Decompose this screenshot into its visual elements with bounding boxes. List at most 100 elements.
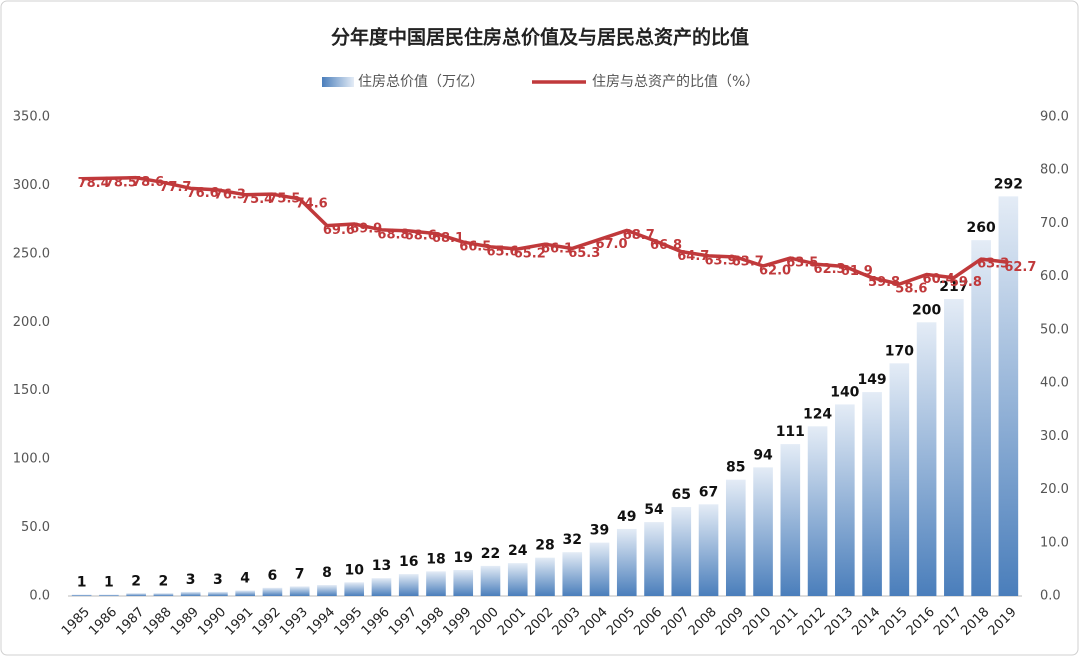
bar: [453, 569, 474, 596]
line-value-label: 58.6: [895, 282, 927, 297]
y2-tick-label: 50.0: [1040, 322, 1069, 337]
line-value-label: 65.2: [514, 246, 546, 261]
bar: [153, 593, 174, 596]
line-value-label: 69.9: [350, 221, 382, 236]
line-value-label: 62.7: [1004, 260, 1036, 275]
bar-value-label: 1: [77, 575, 87, 591]
bar-value-label: 16: [399, 554, 418, 570]
bar: [535, 557, 555, 596]
y2-tick-label: 70.0: [1040, 216, 1069, 231]
line-value-label: 62.3: [814, 262, 846, 277]
bar-value-label: 217: [939, 279, 968, 295]
line-value-label: 66.8: [650, 238, 682, 253]
bar: [780, 444, 801, 596]
line-value-label: 68.7: [623, 228, 655, 243]
bar-value-label: 200: [912, 302, 941, 318]
line-value-label: 60.4: [923, 272, 955, 287]
line-value-label: 78.5: [105, 176, 137, 191]
bar: [99, 594, 119, 596]
legend-swatch: [322, 77, 354, 87]
line-value-label: 64.7: [677, 249, 709, 264]
bar-value-label: 19: [453, 550, 472, 566]
y2-tick-label: 90.0: [1040, 110, 1069, 125]
bar-value-label: 124: [803, 406, 832, 422]
bar-value-label: 65: [672, 487, 691, 503]
y2-tick-label: 20.0: [1040, 482, 1069, 497]
bar-value-label: 49: [617, 509, 636, 525]
line-value-label: 76.3: [214, 187, 246, 202]
chart-title: 分年度中国居民住房总价值及与居民总资产的比值: [331, 26, 749, 49]
y-tick-label: 50.0: [21, 520, 50, 535]
bar: [944, 299, 964, 596]
line-value-label: 59.8: [950, 275, 982, 290]
bar-value-label: 28: [535, 538, 554, 554]
y-tick-label: 200.0: [13, 315, 50, 330]
legend-label: 住房与总资产的比值（%）: [592, 74, 759, 90]
line-value-label: 78.6: [132, 175, 164, 190]
line-value-label: 77.7: [159, 180, 191, 195]
bar: [998, 196, 1019, 596]
bar-value-label: 170: [885, 343, 914, 359]
bar-value-label: 39: [590, 523, 609, 539]
line-value-label: 65.3: [568, 246, 600, 261]
bar-value-label: 18: [426, 551, 445, 567]
bar: [889, 363, 910, 596]
y-tick-label: 150.0: [13, 383, 50, 398]
bar: [126, 593, 146, 596]
line-value-label: 69.6: [323, 223, 355, 238]
bar-value-label: 4: [240, 571, 250, 587]
bar-value-label: 111: [776, 424, 805, 440]
bar-value-label: 6: [268, 568, 278, 584]
line-value-label: 66.1: [541, 242, 573, 257]
bar: [644, 522, 664, 596]
bar: [616, 528, 637, 596]
line-value-label: 68.8: [377, 227, 409, 242]
y2-tick-label: 80.0: [1040, 163, 1069, 178]
y2-tick-label: 60.0: [1040, 269, 1069, 284]
bar: [371, 578, 392, 596]
bar-value-label: 22: [481, 546, 500, 562]
bar: [862, 392, 882, 596]
legend: 住房总价值（万亿） 住房与总资产的比值（%）: [322, 74, 759, 90]
bar: [180, 591, 201, 596]
bar-value-label: 1: [104, 575, 114, 591]
line-value-label: 67.0: [595, 237, 627, 252]
bar-value-label: 32: [563, 532, 582, 548]
bar: [426, 571, 446, 596]
bar: [671, 507, 692, 596]
bar-value-label: 54: [644, 502, 664, 518]
bar: [235, 590, 255, 596]
bar-value-label: 140: [830, 384, 859, 400]
line-value-label: 68.6: [405, 228, 437, 243]
y2-tick-label: 0.0: [1040, 589, 1061, 604]
bar-value-label: 2: [159, 573, 169, 589]
bar-value-label: 10: [344, 562, 364, 578]
y2-tick-label: 30.0: [1040, 429, 1069, 444]
bar-value-label: 24: [508, 543, 528, 559]
y-tick-label: 100.0: [13, 452, 50, 467]
bar: [725, 479, 746, 596]
bar-value-label: 13: [372, 558, 391, 574]
bar: [753, 467, 773, 596]
bar: [262, 587, 283, 596]
bar: [916, 322, 937, 596]
line-value-label: 59.8: [868, 275, 900, 290]
bar: [344, 582, 365, 596]
bar-value-label: 8: [322, 565, 332, 581]
y-tick-label: 250.0: [13, 246, 50, 261]
line-value-label: 66.5: [459, 240, 491, 255]
bar: [698, 504, 719, 596]
bar: [317, 585, 337, 596]
y2-tick-label: 10.0: [1040, 535, 1069, 550]
y-tick-label: 350.0: [13, 110, 50, 125]
bar-value-label: 94: [753, 447, 773, 463]
bar-value-label: 67: [699, 484, 718, 500]
line-value-label: 75.4: [241, 192, 273, 207]
bar: [589, 542, 610, 596]
bar-value-label: 7: [295, 566, 305, 582]
bar-value-label: 292: [994, 176, 1023, 192]
line-value-label: 63.7: [732, 254, 764, 269]
line-value-label: 65.6: [486, 244, 518, 259]
